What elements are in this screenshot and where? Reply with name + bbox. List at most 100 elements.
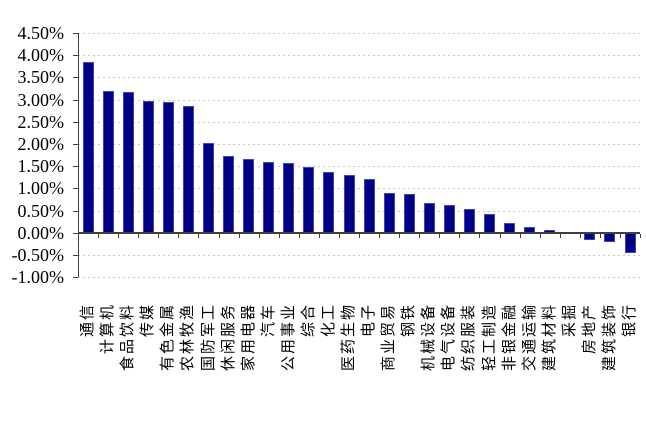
x-axis-category-label: 轻工制造: [481, 303, 498, 372]
x-axis-category-label: 房地产: [581, 303, 598, 355]
x-axis-category-label: 银行: [622, 303, 638, 338]
x-axis-category-label: 农林牧渔: [180, 303, 197, 372]
x-axis-category-label: 国防军工: [200, 303, 217, 372]
x-axis-tick: [218, 233, 220, 238]
x-axis-tick: [599, 233, 601, 238]
y-axis-tick-label: 2.00%: [17, 133, 65, 154]
bar: [82, 61, 94, 233]
x-axis-category-label: 建筑装饰: [601, 303, 618, 372]
x-axis-tick: [118, 233, 120, 238]
x-axis-tick: [499, 233, 501, 238]
gridline: [78, 277, 640, 278]
x-axis-line: [78, 231, 640, 234]
y-axis-tick-label: 4.50%: [17, 23, 65, 43]
y-axis-tick-label: 1.50%: [17, 156, 65, 177]
x-axis-category-label: 商业贸易: [381, 303, 398, 372]
x-axis-tick: [198, 233, 200, 238]
y-axis-tick: [73, 277, 78, 278]
bar: [604, 232, 616, 243]
x-axis-category-label: 电子: [361, 303, 377, 338]
x-axis-tick: [459, 233, 461, 238]
y-axis-tick: [73, 143, 78, 145]
x-axis-tick: [579, 233, 581, 238]
x-axis-category-label: 食品饮料: [120, 303, 137, 372]
x-axis-category-label: 家用电器: [240, 303, 257, 372]
x-axis-category-label: 传媒: [140, 303, 157, 338]
x-axis-tick: [78, 233, 79, 238]
x-axis-tick: [278, 233, 280, 238]
x-axis-tick: [539, 233, 541, 238]
x-axis-tick: [318, 233, 320, 238]
bar: [323, 171, 335, 233]
y-axis-tick: [73, 99, 78, 101]
x-axis-tick: [258, 233, 260, 238]
bar: [423, 202, 435, 233]
x-axis-category-label: 汽车: [260, 303, 277, 338]
x-axis-tick: [178, 233, 180, 238]
gridline: [78, 55, 640, 57]
y-axis-tick: [73, 55, 78, 57]
y-axis-tick-label: 2.50%: [17, 111, 65, 132]
y-axis-tick-label: 0.00%: [17, 222, 65, 243]
y-axis-tick: [73, 232, 78, 234]
bar: [283, 162, 295, 233]
y-axis-tick: [73, 166, 78, 168]
x-axis-tick: [419, 233, 421, 238]
x-axis-category-label: 化工: [320, 303, 337, 338]
bar: [303, 167, 315, 233]
y-axis-tick: [73, 188, 78, 190]
x-axis-tick: [98, 233, 100, 238]
x-axis-tick: [640, 233, 641, 238]
x-axis-tick: [298, 233, 300, 238]
x-axis-tick: [519, 233, 521, 238]
x-axis-tick: [479, 233, 481, 238]
x-axis-category-label: 休闲服务: [220, 303, 237, 372]
bar: [443, 204, 455, 233]
gridline: [78, 99, 640, 101]
gridline: [78, 210, 640, 212]
x-axis-tick: [619, 233, 621, 238]
bar: [624, 232, 636, 253]
bar: [162, 102, 174, 233]
bar: [584, 232, 596, 240]
gridline: [78, 188, 640, 190]
y-axis-tick: [73, 33, 78, 34]
x-axis-tick: [338, 233, 340, 238]
y-axis-tick: [73, 121, 78, 123]
bar: [142, 101, 154, 233]
x-axis-tick: [559, 233, 561, 238]
x-axis-category-label: 通信: [80, 303, 96, 338]
x-axis-tick: [138, 233, 140, 238]
x-axis-category-label: 交通运输: [521, 303, 538, 372]
x-axis-tick: [158, 233, 160, 238]
y-axis-tick-label: 3.00%: [17, 89, 65, 110]
bar: [243, 159, 255, 233]
x-axis-category-label: 综合: [300, 303, 317, 338]
x-axis-category-label: 建筑材料: [541, 303, 558, 372]
y-axis-tick: [73, 210, 78, 212]
y-axis-tick-label: 1.00%: [17, 178, 65, 199]
gridline: [78, 143, 640, 145]
y-axis-tick: [73, 77, 78, 79]
bar: [263, 162, 275, 233]
y-axis-tick-label: -0.50%: [11, 244, 65, 265]
y-axis-line: [78, 33, 79, 277]
bar: [122, 91, 134, 233]
y-axis-tick: [73, 254, 78, 256]
x-axis-category-label: 非银金融: [501, 303, 518, 372]
x-axis-category-label: 医药生物: [341, 303, 357, 372]
bar: [484, 214, 495, 233]
x-axis-tick: [399, 233, 401, 238]
bar: [203, 142, 214, 233]
bar: [223, 156, 234, 233]
gridline: [78, 166, 640, 168]
bar: [403, 193, 415, 233]
x-axis-category-label: 计算机: [100, 303, 117, 355]
bar: [383, 193, 395, 233]
x-axis-category-label: 公用事业: [280, 303, 297, 372]
x-axis-tick: [379, 233, 381, 238]
gridline: [78, 77, 640, 79]
x-axis-category-label: 采掘: [561, 303, 578, 338]
gridline: [78, 254, 640, 256]
